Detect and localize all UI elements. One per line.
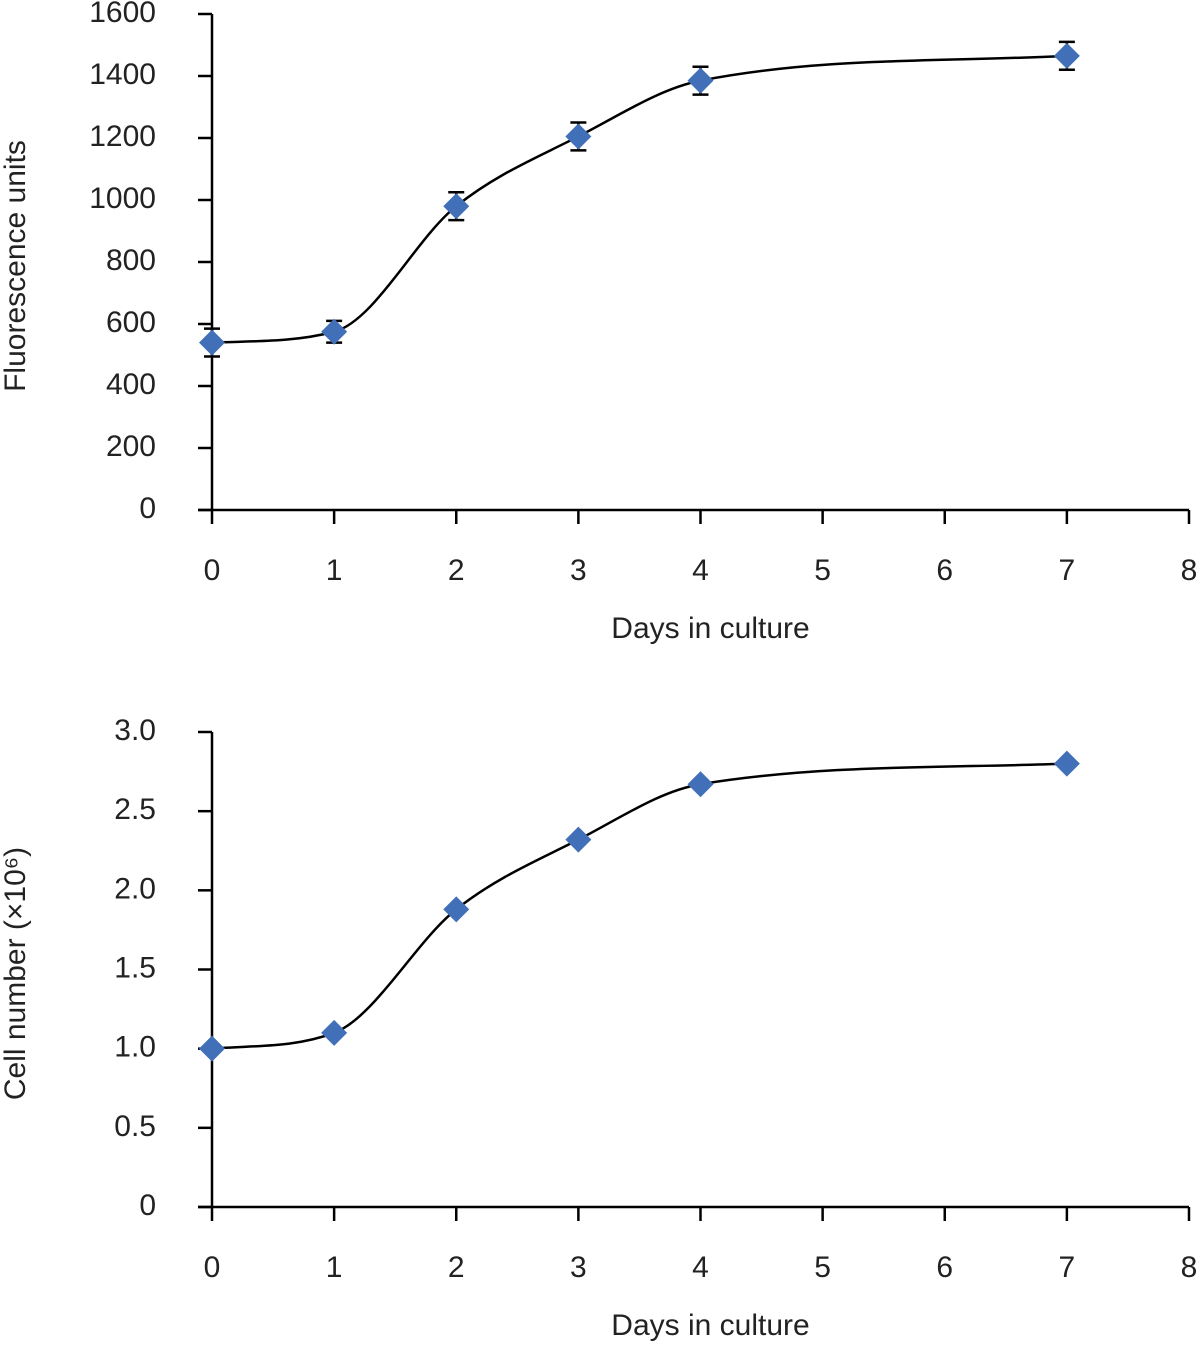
x-axis-title: Days in culture — [611, 612, 809, 645]
x-tick-label: 4 — [692, 554, 709, 587]
x-tick-label: 5 — [814, 554, 831, 587]
y-tick-label: 1000 — [89, 182, 156, 215]
x-tick-label: 5 — [814, 1251, 831, 1284]
marker — [321, 1019, 348, 1046]
marker — [565, 123, 592, 150]
x-tick-label: 3 — [570, 554, 587, 587]
x-tick-label: 2 — [448, 1251, 465, 1284]
marker — [443, 193, 470, 220]
y-tick-label: 3.0 — [114, 714, 156, 747]
x-tick-label: 0 — [204, 1251, 221, 1284]
x-tick-label: 8 — [1181, 554, 1198, 587]
marker — [443, 896, 470, 923]
series-line — [211, 54, 1067, 344]
series-line — [211, 762, 1067, 1050]
y-tick-label: 1400 — [89, 58, 156, 91]
y-tick-label: 1200 — [89, 120, 156, 153]
x-tick-label: 2 — [448, 554, 465, 587]
y-tick-label: 1.5 — [114, 951, 156, 984]
y-axis-title: Fluorescence units — [0, 140, 32, 392]
x-tick-label: 3 — [570, 1251, 587, 1284]
marker — [1053, 42, 1080, 69]
x-tick-label: 6 — [936, 1251, 953, 1284]
y-tick-label: 200 — [106, 430, 156, 463]
y-tick-label: 0 — [139, 492, 156, 525]
y-tick-label: 2.0 — [114, 872, 156, 905]
x-tick-label: 7 — [1059, 554, 1076, 587]
marker — [687, 771, 714, 798]
y-tick-label: 1600 — [89, 0, 156, 29]
x-tick-label: 6 — [936, 554, 953, 587]
marker — [199, 329, 225, 356]
x-tick-label: 0 — [204, 554, 221, 587]
marker — [1053, 750, 1080, 777]
x-tick-label: 8 — [1181, 1251, 1198, 1284]
x-tick-label: 7 — [1059, 1251, 1076, 1284]
y-tick-label: 1.0 — [114, 1031, 156, 1064]
y-tick-label: 0.5 — [114, 1110, 156, 1143]
x-tick-label: 1 — [326, 1251, 343, 1284]
y-tick-label: 2.5 — [114, 793, 156, 826]
y-tick-label: 800 — [106, 244, 156, 277]
y-tick-label: 600 — [106, 306, 156, 339]
marker — [565, 826, 592, 853]
marker — [321, 318, 348, 345]
x-tick-label: 4 — [692, 1251, 709, 1284]
marker — [199, 1035, 225, 1062]
y-axis-title: Cell number (×10⁶) — [0, 847, 32, 1100]
y-tick-label: 0 — [139, 1189, 156, 1222]
y-tick-label: 400 — [106, 368, 156, 401]
x-axis-title: Days in culture — [611, 1309, 809, 1342]
marker — [687, 67, 714, 94]
x-tick-label: 1 — [326, 554, 343, 587]
